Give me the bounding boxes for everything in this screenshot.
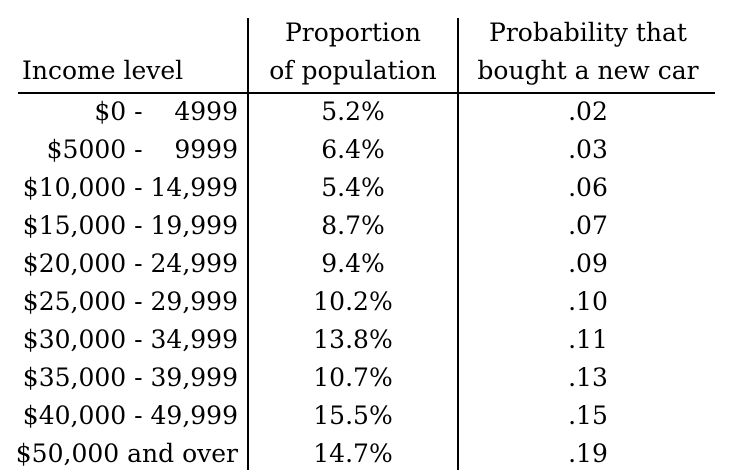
proportion-cell: 8.7% xyxy=(321,211,385,240)
proportion-cell: 10.7% xyxy=(313,363,393,392)
table-row: $25,000 - 29,999 10.2% .10 xyxy=(0,285,729,323)
probability-cell: .19 xyxy=(568,439,608,468)
table-row: $40,000 - 49,999 15.5% .15 xyxy=(0,399,729,437)
header-proportion-line1: Proportion xyxy=(284,18,422,47)
table-body: $0 - 4999 5.2% .02 $5000 - 9999 6.4% .03… xyxy=(0,95,729,475)
probability-cell: .07 xyxy=(568,211,608,240)
proportion-cell: 9.4% xyxy=(321,249,385,278)
income-cell: $5000 - 9999 xyxy=(46,135,238,164)
proportion-cell: 15.5% xyxy=(313,401,393,430)
probability-cell: .09 xyxy=(568,249,608,278)
income-cell: $25,000 - 29,999 xyxy=(22,287,238,316)
probability-cell: .10 xyxy=(568,287,608,316)
income-cell: $40,000 - 49,999 xyxy=(22,401,238,430)
table-row: $5000 - 9999 6.4% .03 xyxy=(0,133,729,171)
income-cell: $35,000 - 39,999 xyxy=(22,363,238,392)
header-probability-line1: Probability that xyxy=(489,18,687,47)
income-cell: $10,000 - 14,999 xyxy=(22,173,238,202)
table-row: $0 - 4999 5.2% .02 xyxy=(0,95,729,133)
column-divider-2 xyxy=(457,18,459,470)
income-cell: $0 - 4999 xyxy=(94,97,238,126)
probability-cell: .03 xyxy=(568,135,608,164)
table-row: $30,000 - 34,999 13.8% .11 xyxy=(0,323,729,361)
proportion-cell: 5.4% xyxy=(321,173,385,202)
table-row: $10,000 - 14,999 5.4% .06 xyxy=(0,171,729,209)
header-income-level: Income level xyxy=(22,56,184,85)
income-cell: $50,000 and over xyxy=(15,439,238,468)
proportion-cell: 13.8% xyxy=(313,325,393,354)
table-row: $20,000 - 24,999 9.4% .09 xyxy=(0,247,729,285)
proportion-cell: 10.2% xyxy=(313,287,393,316)
table-row: $50,000 and over 14.7% .19 xyxy=(0,437,729,475)
probability-cell: .06 xyxy=(568,173,608,202)
header-probability-line2: bought a new car xyxy=(477,56,699,85)
probability-cell: .02 xyxy=(568,97,608,126)
proportion-cell: 5.2% xyxy=(321,97,385,126)
income-cell: $30,000 - 34,999 xyxy=(22,325,238,354)
header-proportion-line2: of population xyxy=(269,56,437,85)
table-row: $35,000 - 39,999 10.7% .13 xyxy=(0,361,729,399)
table-row: $15,000 - 19,999 8.7% .07 xyxy=(0,209,729,247)
probability-cell: .11 xyxy=(568,325,608,354)
proportion-cell: 14.7% xyxy=(313,439,393,468)
income-cell: $15,000 - 19,999 xyxy=(22,211,238,240)
proportion-cell: 6.4% xyxy=(321,135,385,164)
probability-cell: .15 xyxy=(568,401,608,430)
header-underline xyxy=(18,92,715,94)
income-cell: $20,000 - 24,999 xyxy=(22,249,238,278)
column-divider-1 xyxy=(247,18,249,470)
probability-cell: .13 xyxy=(568,363,608,392)
